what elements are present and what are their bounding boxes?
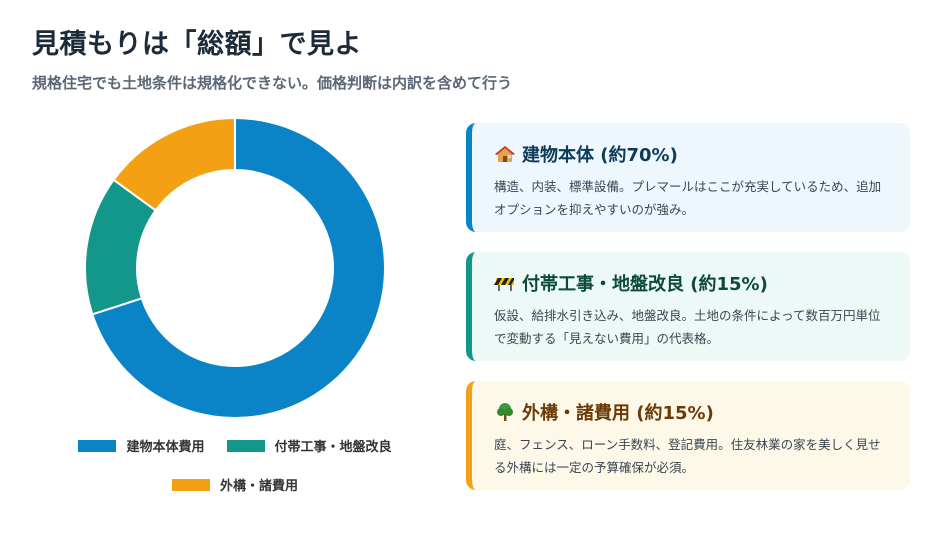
slice-building[interactable] xyxy=(91,116,386,419)
card-body: 仮設、給排水引き込み、地盤改良。土地の条件によって数百万円単位で変動する「見えな… xyxy=(494,308,881,346)
page-title: 見積もりは「総額」で見よ xyxy=(32,29,362,60)
construction-barrier-icon xyxy=(494,272,516,294)
chart-legend: 建物本体費用 付帯工事・地盤改良 外構・諸費用 xyxy=(60,436,410,494)
legend-swatch xyxy=(171,478,210,491)
donut-chart: 建物本体費用 付帯工事・地盤改良 外構・諸費用 xyxy=(60,110,410,510)
card-body: 構造、内装、標準設備。プレマールはここが充実しているため、追加オプションを抑えや… xyxy=(494,179,882,217)
tree-icon xyxy=(494,401,516,423)
legend-label: 付帯工事・地盤改良 xyxy=(274,440,392,455)
legend-label: 外構・諸費用 xyxy=(219,479,298,494)
house-icon xyxy=(494,143,516,165)
legend-label: 建物本体費用 xyxy=(126,440,205,455)
card-body: 庭、フェンス、ローン手数料、登記費用。住友林業の家を美しく見せる外構には一定の予… xyxy=(494,437,881,475)
donut-chart-svg xyxy=(84,116,386,419)
card-title: 付帯工事・地盤改良 (約15%) xyxy=(522,274,768,295)
legend-item-exterior[interactable]: 外構・諸費用 xyxy=(171,475,298,494)
legend-swatch xyxy=(226,439,265,452)
card-building: 建物本体 (約70%) 構造、内装、標準設備。プレマールはここが充実しているため… xyxy=(466,123,910,232)
card-title: 外構・諸費用 (約15%) xyxy=(522,403,714,424)
card-ancillary: 付帯工事・地盤改良 (約15%) 仮設、給排水引き込み、地盤改良。土地の条件によ… xyxy=(466,252,910,361)
legend-item-ancillary[interactable]: 付帯工事・地盤改良 xyxy=(226,436,392,455)
legend-item-building[interactable]: 建物本体費用 xyxy=(78,436,205,455)
slice-exterior[interactable] xyxy=(112,116,236,212)
card-exterior: 外構・諸費用 (約15%) 庭、フェンス、ローン手数料、登記費用。住友林業の家を… xyxy=(466,381,910,490)
page-subtitle: 規格住宅でも土地条件は規格化できない。価格判断は内訳を含めて行う xyxy=(32,74,513,92)
card-title: 建物本体 (約70%) xyxy=(522,145,678,166)
legend-swatch xyxy=(78,439,117,452)
